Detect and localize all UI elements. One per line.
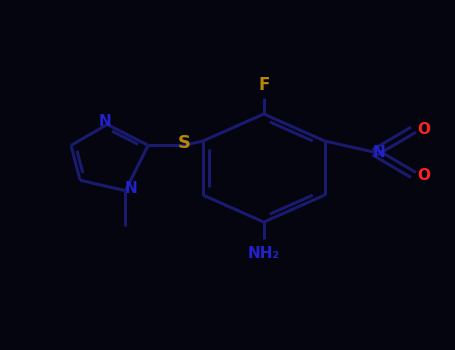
Text: N: N [99,114,111,129]
Text: O: O [417,168,430,182]
Text: F: F [258,76,269,94]
Text: N: N [373,145,386,160]
Text: N: N [125,181,137,196]
Text: NH₂: NH₂ [248,246,280,261]
Text: O: O [417,122,430,137]
Text: S: S [178,134,191,152]
